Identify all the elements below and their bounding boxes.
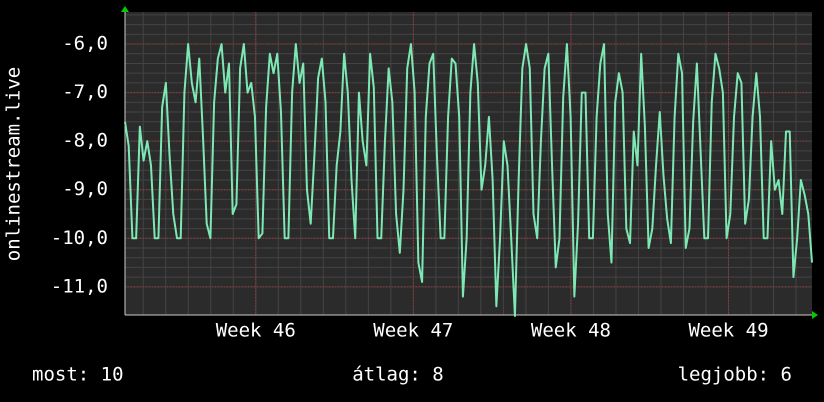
x-tick-label: Week 49 <box>688 320 768 342</box>
y-tick-label: -10,0 <box>51 227 108 249</box>
x-tick-label: Week 48 <box>531 320 611 342</box>
y-tick-label: -11,0 <box>51 275 108 297</box>
axis-arrow <box>812 311 818 319</box>
stat-best: legjobb: 6 <box>678 364 792 386</box>
x-tick-label: Week 46 <box>216 320 296 342</box>
y-tick-label: -6,0 <box>62 33 108 55</box>
stat-average: átlag: 8 <box>352 364 444 386</box>
series-line <box>124 43 813 317</box>
stat-current: most: 10 <box>32 364 124 386</box>
y-tick-label: -8,0 <box>62 130 108 152</box>
y-tick-label: -7,0 <box>62 81 108 103</box>
y-tick-label: -9,0 <box>62 178 108 200</box>
axis-arrow <box>121 6 129 12</box>
y-axis-label: onlinestream.live <box>3 67 25 261</box>
x-tick-label: Week 47 <box>373 320 453 342</box>
